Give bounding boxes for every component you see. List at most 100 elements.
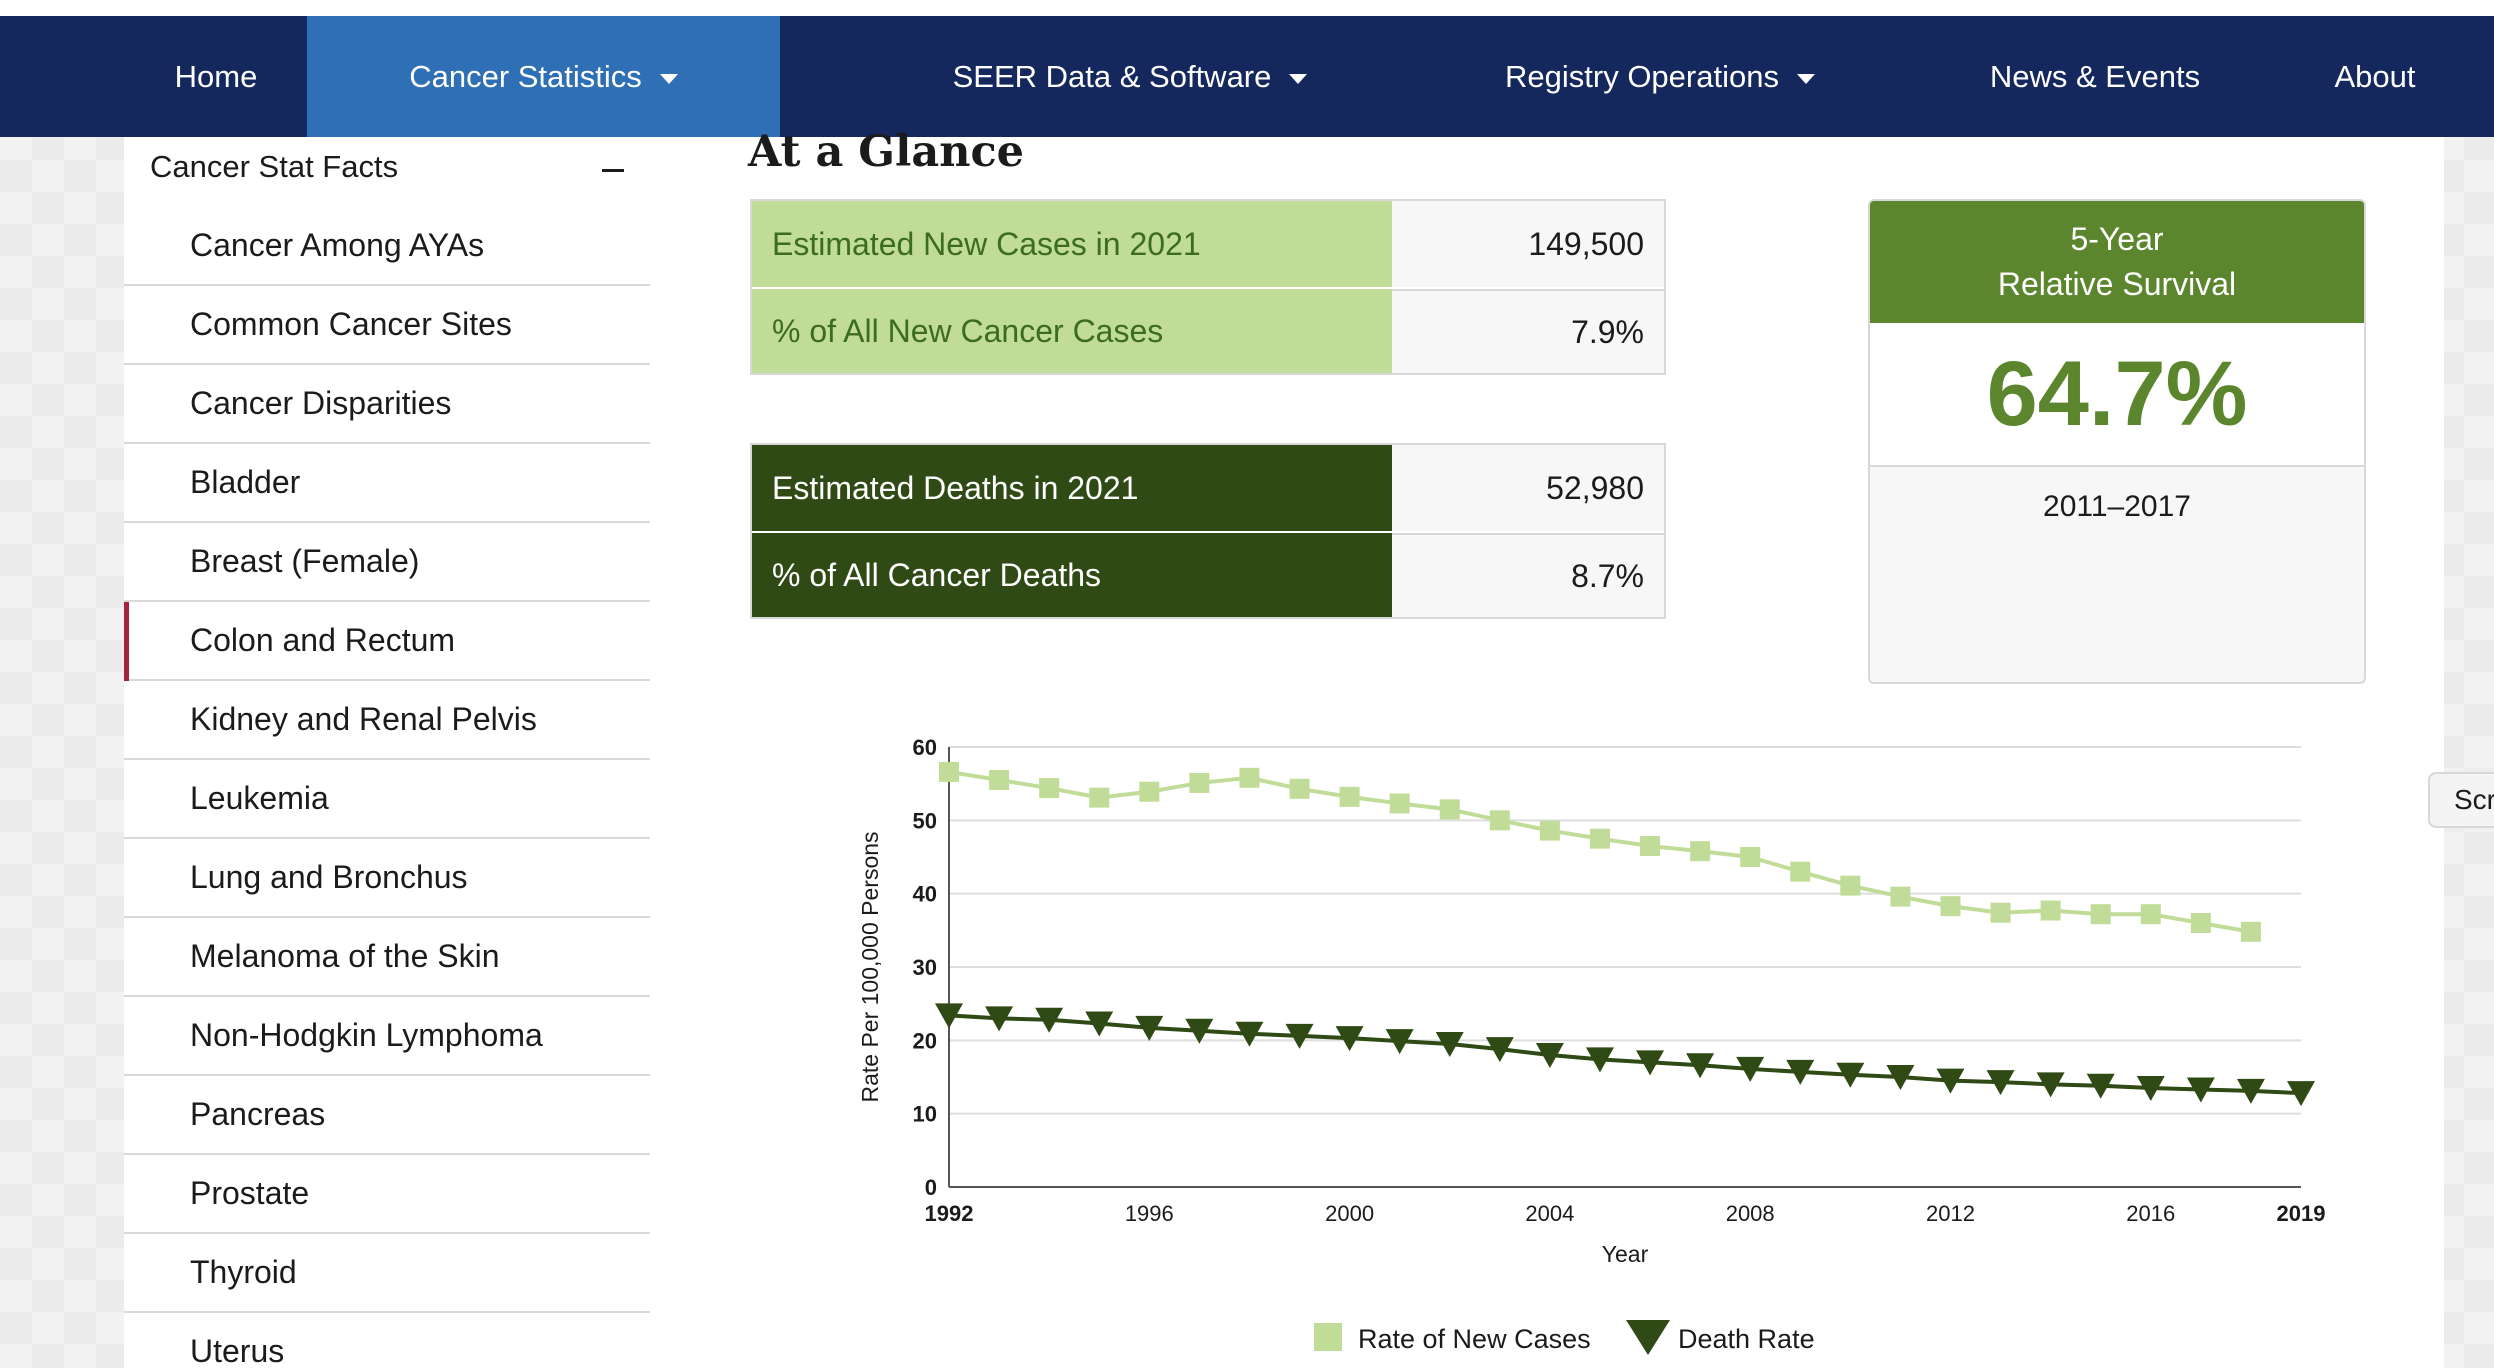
survival-card: 5-Year Relative Survival 64.7% 2011–2017 [1868, 199, 2366, 684]
data-point [2136, 1076, 2165, 1101]
data-point [1089, 787, 1110, 808]
legend-swatch-triangle [1626, 1320, 1670, 1355]
sidebar-item-label: Bladder [190, 464, 301, 500]
sidebar-item[interactable]: Prostate [124, 1155, 650, 1234]
sidebar-item[interactable]: Non-Hodgkin Lymphoma [124, 997, 650, 1076]
sidebar-item[interactable]: Cancer Among AYAs [124, 207, 650, 286]
sidebar-item[interactable]: Bladder [124, 444, 650, 523]
data-point [2236, 1078, 2265, 1104]
sidebar-item[interactable]: Melanoma of the Skin [124, 918, 650, 997]
survival-line2: Relative Survival [1997, 266, 2237, 302]
nav-cancer-statistics[interactable]: Cancer Statistics [307, 16, 780, 137]
x-axis-label: Year [1602, 1241, 1649, 1267]
sidebar-item-label: Non-Hodgkin Lymphoma [190, 1017, 543, 1053]
sidebar-item[interactable]: Leukemia [124, 760, 650, 839]
data-point [1485, 1037, 1514, 1063]
data-point [1990, 902, 2011, 923]
new-cases-table: Estimated New Cases in 2021 149,500 % of… [750, 199, 1666, 375]
sidebar-item-label: Leukemia [190, 780, 329, 816]
sidebar-item[interactable]: Lung and Bronchus [124, 839, 650, 918]
sidebar-list: Cancer Among AYAs Common Cancer Sites Canc… [124, 207, 650, 1368]
side-tab-label: Scr [2454, 784, 2494, 815]
table-row: % of All New Cancer Cases 7.9% [752, 287, 1664, 373]
table-row: % of All Cancer Deaths 8.7% [752, 531, 1664, 617]
sidebar-item[interactable]: Common Cancer Sites [124, 286, 650, 365]
caret-down-icon [1289, 73, 1308, 84]
nav-home[interactable]: Home [144, 16, 288, 137]
sidebar-item-label: Thyroid [190, 1254, 297, 1290]
data-point [1239, 767, 1260, 788]
sidebar-heading[interactable]: Cancer Stat Facts [124, 137, 650, 197]
caret-down-icon [659, 73, 678, 84]
survival-value: 64.7% [1870, 323, 2364, 467]
data-point [1636, 1050, 1665, 1076]
data-point [2287, 1081, 2315, 1107]
content-panel: Cancer Stat Facts Cancer Among AYAs Commo… [124, 131, 2444, 1368]
y-axis-label: Rate Per 100,000 Persons [857, 831, 883, 1102]
nav-seer-data-label: SEER Data & Software [952, 58, 1272, 94]
deaths-table: Estimated Deaths in 2021 52,980 % of All… [750, 443, 1666, 619]
data-point [989, 770, 1010, 790]
data-point [1886, 1065, 1915, 1090]
sidebar-item-label: Melanoma of the Skin [190, 938, 500, 974]
sidebar-item-label: Common Cancer Sites [190, 306, 512, 342]
data-point [2036, 1072, 2065, 1098]
side-tab[interactable]: Scr [2428, 772, 2494, 828]
page-title: At a Glance [748, 127, 1024, 177]
x-tick-label: 2016 [2126, 1201, 2175, 1226]
sidebar: Cancer Stat Facts Cancer Among AYAs Commo… [124, 137, 650, 1368]
new-cases-pct-value: 7.9% [1392, 289, 1664, 373]
sidebar-item[interactable]: Thyroid [124, 1234, 650, 1313]
data-point [1790, 861, 1811, 882]
nav-seer-data[interactable]: SEER Data & Software [880, 16, 1380, 137]
x-tick-label: 2012 [1926, 1201, 1975, 1226]
data-point [939, 761, 959, 782]
main-nav: Home Cancer Statistics SEER Data & Softw… [0, 16, 2494, 137]
data-point [1489, 810, 1510, 831]
data-point [1085, 1011, 1114, 1037]
data-point [2240, 921, 2261, 942]
new-cases-label: Estimated New Cases in 2021 [752, 201, 1392, 287]
sidebar-item-label: Colon and Rectum [190, 622, 456, 658]
sidebar-item[interactable]: Pancreas [124, 1076, 650, 1155]
y-tick-label: 60 [913, 735, 937, 760]
data-point [1736, 1056, 1765, 1082]
y-tick-label: 10 [913, 1102, 937, 1127]
data-point [1890, 886, 1911, 907]
table-row: Estimated Deaths in 2021 52,980 [752, 445, 1664, 531]
series-line [948, 1013, 2302, 1096]
sidebar-item[interactable]: Breast (Female) [124, 523, 650, 602]
top-strip [0, 0, 2494, 16]
new-cases-pct-label: % of All New Cancer Cases [752, 289, 1392, 373]
data-point [1035, 1007, 1064, 1033]
y-tick-label: 50 [913, 808, 937, 833]
sidebar-item[interactable]: Cancer Disparities [124, 365, 650, 444]
sidebar-heading-label: Cancer Stat Facts [150, 149, 399, 184]
data-point [985, 1006, 1014, 1032]
data-point [1435, 1032, 1464, 1057]
nav-news-events[interactable]: News & Events [1960, 16, 2230, 137]
data-point [1539, 820, 1560, 841]
data-point [2190, 913, 2211, 933]
data-point [1786, 1059, 1815, 1085]
legend-swatch-square [1314, 1323, 1342, 1351]
x-tick-label: 2004 [1525, 1201, 1574, 1226]
data-point [1840, 875, 1861, 896]
sidebar-item[interactable]: Uterus [124, 1313, 650, 1368]
data-point [1589, 828, 1610, 849]
nav-about[interactable]: About [2300, 16, 2450, 137]
new-cases-value: 149,500 [1392, 201, 1664, 287]
data-point [1535, 1043, 1564, 1068]
x-tick-label: 1992 [925, 1201, 974, 1226]
sidebar-item[interactable]: Colon and Rectum [124, 602, 650, 681]
nav-registry-operations[interactable]: Registry Operations [1460, 16, 1860, 137]
sidebar-item-label: Uterus [190, 1333, 285, 1368]
data-point [1389, 793, 1410, 814]
caret-down-icon [1796, 73, 1815, 84]
data-point [1185, 1018, 1214, 1044]
data-point [935, 1003, 963, 1029]
data-point [1189, 772, 1210, 793]
sidebar-item[interactable]: Kidney and Renal Pelvis [124, 681, 650, 760]
data-point [1640, 836, 1661, 856]
table-row: Estimated New Cases in 2021 149,500 [752, 201, 1664, 287]
